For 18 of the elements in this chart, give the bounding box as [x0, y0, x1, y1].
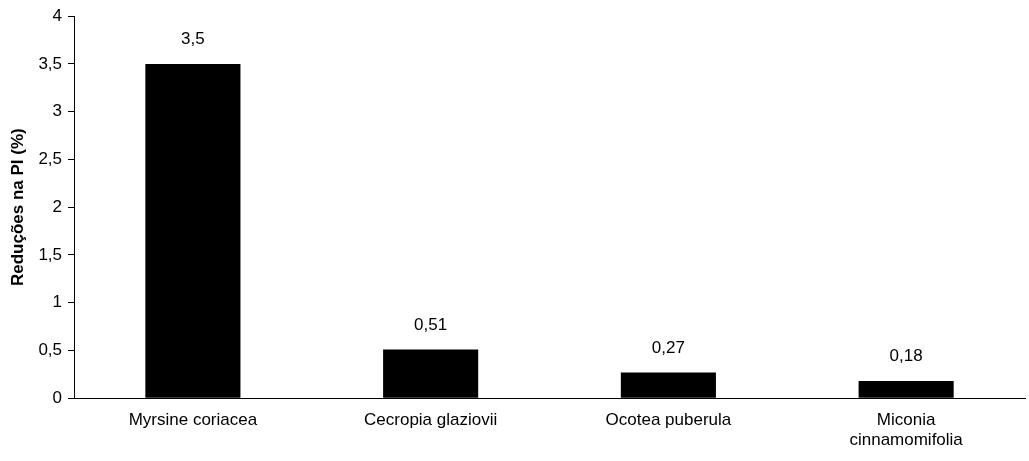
y-tick-label: 3,5 [38, 53, 63, 73]
data-label: 0,27 [651, 337, 685, 357]
data-label: 0,51 [414, 314, 448, 334]
y-tick-label: 3 [52, 101, 63, 121]
y-tick-label: 1,5 [38, 244, 63, 264]
data-label: 3,5 [181, 29, 205, 49]
x-tick-label: Miconia cinnamomifolia [849, 410, 964, 450]
data-label: 0,18 [889, 346, 923, 366]
y-tick-label: 1 [52, 292, 63, 312]
x-tick-label: Ocotea puberula [605, 410, 732, 430]
x-tick-label: Myrsine coriacea [128, 410, 258, 430]
y-tick-label: 0 [52, 387, 63, 407]
y-tick-label: 2 [52, 196, 63, 216]
y-tick-label: 0,5 [38, 340, 63, 360]
y-tick-label: 2,5 [38, 149, 63, 169]
y-axis-title: Reduções na PI (%) [7, 128, 27, 287]
x-tick-label: Cecropia glaziovii [364, 410, 498, 430]
y-tick-label: 4 [52, 5, 63, 25]
